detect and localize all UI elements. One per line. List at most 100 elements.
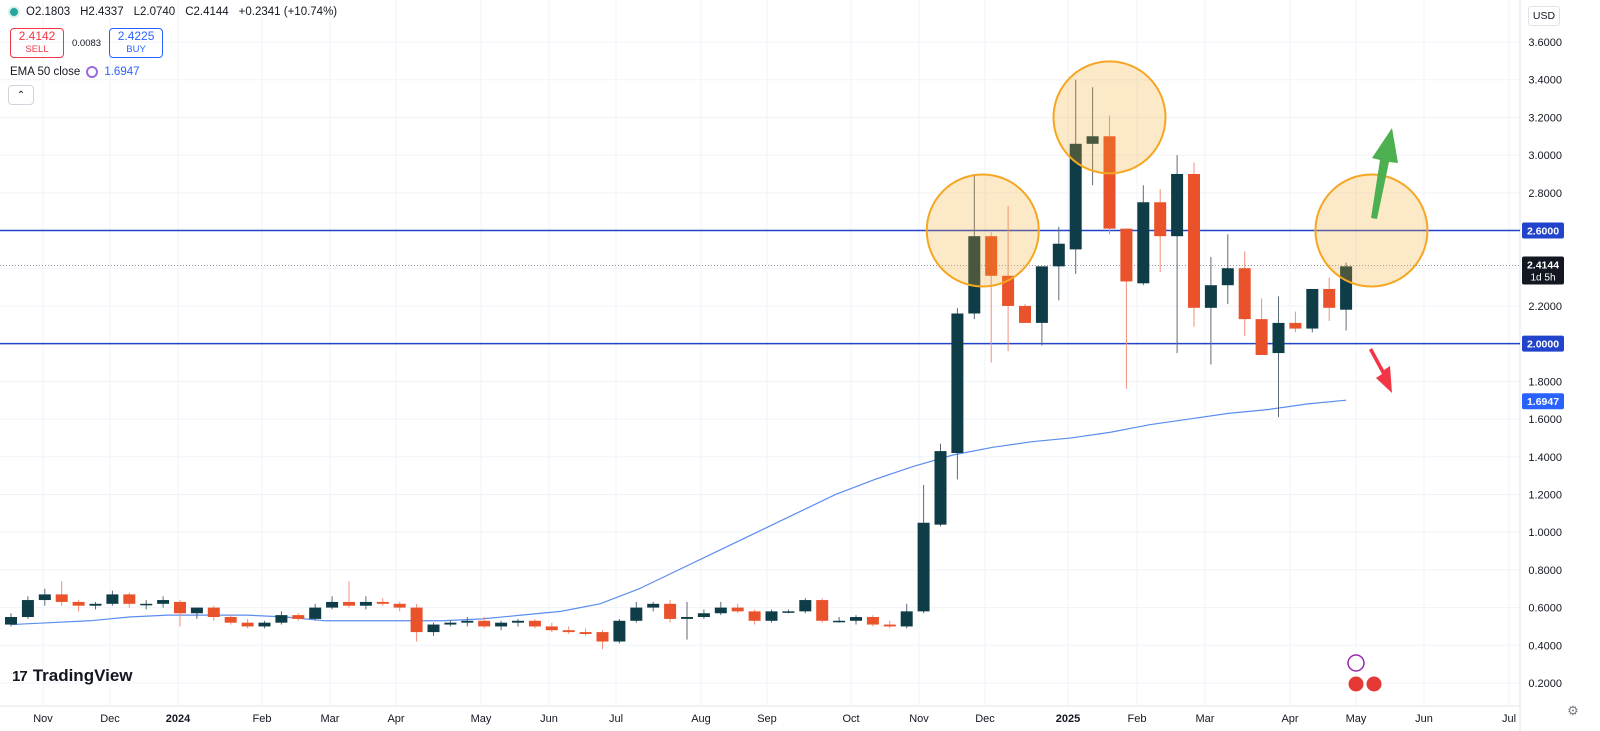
highlight-circle: [1314, 173, 1429, 288]
chevron-up-icon[interactable]: ⌃: [8, 85, 34, 105]
candle-body: [1188, 173, 1200, 308]
candle-body: [1289, 322, 1302, 329]
candle-body: [5, 617, 17, 625]
last-price-tag: [1522, 256, 1564, 285]
x-tick-label: Dec: [100, 713, 120, 725]
candle-body: [410, 607, 423, 633]
candle-body: [782, 611, 795, 613]
y-tick-label: 0.8000: [1528, 565, 1562, 577]
candle-body: [38, 594, 51, 601]
candle-body: [900, 611, 913, 627]
logo-mark: 17: [12, 667, 28, 685]
candle-body: [833, 620, 846, 623]
candle-body: [697, 613, 710, 618]
level-price-tag: [1522, 335, 1564, 352]
y-tick-label: 1.2000: [1528, 489, 1562, 501]
gear-icon[interactable]: ⚙: [1567, 703, 1579, 718]
x-tick-label: Mar: [1196, 713, 1215, 725]
x-tick-label: Jul: [1502, 713, 1516, 725]
candle-body: [21, 600, 34, 618]
candle-body: [174, 601, 186, 614]
x-tick-label: May: [1346, 713, 1367, 725]
candle-body: [545, 626, 558, 631]
x-tick-label: Jul: [609, 713, 623, 725]
change-value: +0.2341 (+10.74%): [238, 6, 338, 18]
candle-body: [748, 611, 761, 621]
tradingview-logo[interactable]: 17 TradingView: [12, 666, 133, 686]
ema-line: [10, 399, 1347, 626]
level-price-label: 2.0000: [1527, 339, 1559, 351]
high-value: H2.4337: [80, 6, 124, 18]
candle-body: [596, 632, 609, 642]
y-tick-label: 1.0000: [1528, 527, 1562, 539]
x-tick-label: Nov: [33, 713, 53, 725]
close-value: C2.4144: [185, 6, 229, 18]
buy-price: 2.4225: [117, 29, 155, 43]
indicator-legend[interactable]: EMA 50 close 1.6947: [10, 66, 140, 78]
x-tick-label: Oct: [842, 713, 859, 725]
candle-body: [1340, 266, 1353, 310]
indicator-refresh-icon[interactable]: [86, 66, 99, 78]
y-tick-label: 3.0000: [1528, 150, 1562, 162]
indicator-label: EMA 50 close: [10, 66, 81, 78]
candle-body: [883, 624, 896, 627]
candle-body: [1171, 173, 1184, 237]
candle-body: [917, 522, 930, 612]
x-tick-label: Apr: [387, 713, 404, 725]
candle-body: [951, 313, 964, 453]
x-tick-label: Feb: [1128, 713, 1147, 725]
x-tick-label: Jun: [540, 713, 558, 725]
candle-body: [140, 603, 153, 606]
candle-body: [562, 630, 575, 633]
candle-body: [309, 607, 322, 619]
candle-body: [731, 607, 744, 612]
candle-body: [376, 601, 389, 604]
x-tick-label: Mar: [321, 713, 340, 725]
candle-body: [1204, 285, 1217, 308]
candle-body: [866, 617, 879, 625]
candle-body: [1306, 288, 1319, 329]
y-tick-label: 2.2000: [1528, 301, 1562, 313]
candle-body: [1002, 275, 1015, 306]
candle-body: [1255, 319, 1268, 355]
highlight-circle: [925, 173, 1040, 288]
candle-body: [461, 620, 474, 623]
candle-body: [579, 632, 592, 634]
x-tick-label: Dec: [975, 713, 995, 725]
candle-body: [72, 601, 85, 606]
candle-body: [1154, 202, 1167, 237]
us-flag-icon: [1365, 675, 1383, 693]
candle-body: [89, 603, 102, 606]
candle-body: [123, 594, 136, 604]
candle-body: [1137, 202, 1150, 284]
candle-body: [765, 611, 778, 621]
arrow-down-icon: [1369, 348, 1392, 393]
ema-price-label: 1.6947: [1527, 396, 1559, 408]
candle-body: [207, 607, 220, 618]
trade-panel: 2.4142 SELL 0.0083 2.4225 BUY: [10, 28, 164, 58]
sell-button[interactable]: 2.4142 SELL: [10, 28, 64, 58]
y-tick-label: 1.4000: [1528, 452, 1562, 464]
x-tick-label: Nov: [909, 713, 929, 725]
candle-body: [241, 622, 254, 627]
candle-body: [258, 622, 271, 627]
candle-body: [444, 622, 457, 625]
candle-body: [1103, 136, 1116, 229]
arrow-up-icon: [1371, 128, 1398, 219]
candle-body: [1323, 288, 1336, 308]
candle-body: [224, 617, 237, 623]
y-tick-label: 2.8000: [1528, 188, 1562, 200]
highlight-circle: [1052, 60, 1167, 175]
candle-body: [393, 603, 406, 608]
y-tick-label: 3.6000: [1528, 37, 1562, 49]
candle-body: [630, 607, 643, 621]
currency-selector[interactable]: USD: [1528, 6, 1560, 26]
x-tick-label: 2025: [1056, 713, 1080, 725]
candle-body: [512, 620, 524, 623]
candle-body: [106, 594, 119, 604]
logo-text: TradingView: [32, 666, 133, 685]
buy-button[interactable]: 2.4225 BUY: [109, 28, 164, 58]
candle-body: [190, 607, 203, 614]
candle-body: [850, 617, 862, 621]
